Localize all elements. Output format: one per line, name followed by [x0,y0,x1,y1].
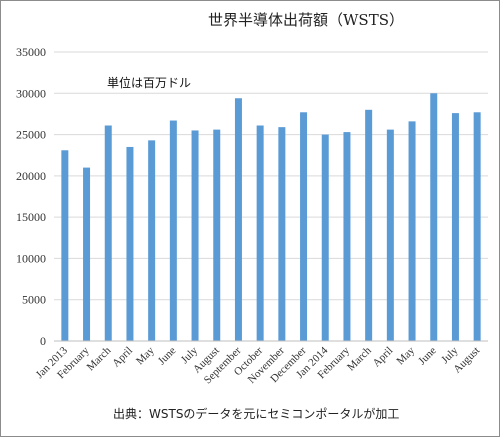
bar [278,127,286,341]
bar [451,113,459,341]
x-tick-label: May [134,344,157,367]
bar [256,125,264,341]
bar [343,132,351,341]
chart-title: 世界半導体出荷額（WSTS） [208,11,404,29]
x-tick-label: June [416,345,439,368]
bar [408,121,416,341]
bar [169,120,177,341]
bar [191,130,199,341]
bar [300,112,308,341]
y-tick-label: 35000 [16,45,46,59]
bar [148,140,156,341]
unit-label: 単位は百万ドル [107,75,191,90]
y-tick-label: 30000 [16,86,46,100]
x-tick-label: March [345,344,374,373]
bar [104,125,112,341]
x-tick-label: April [110,345,135,370]
bar [321,134,329,341]
bar [365,109,373,341]
x-tick-label: April [371,345,396,370]
x-tick-label: June [156,345,179,368]
x-tick-label: May [394,344,417,367]
bar [234,98,242,342]
bar [126,146,134,341]
y-axis-ticks: 0 5000 10000 15000 20000 25000 30000 35000 [16,45,46,348]
bar [473,112,481,341]
y-tick-label: 10000 [16,251,46,265]
gridlines [54,51,488,301]
bars [61,93,481,342]
y-tick-label: 5000 [22,293,46,307]
bar [430,93,438,342]
bar [83,167,91,341]
bar [386,129,394,341]
bar [213,129,221,341]
bar [61,150,69,341]
y-tick-label: 15000 [16,210,46,224]
x-tick-label: March [85,344,114,373]
y-tick-label: 0 [40,334,46,348]
y-tick-label: 25000 [16,128,46,142]
source-note: 出典：WSTSのデータを元にセミコンポータルが加工 [113,406,399,421]
y-tick-label: 20000 [16,169,46,183]
